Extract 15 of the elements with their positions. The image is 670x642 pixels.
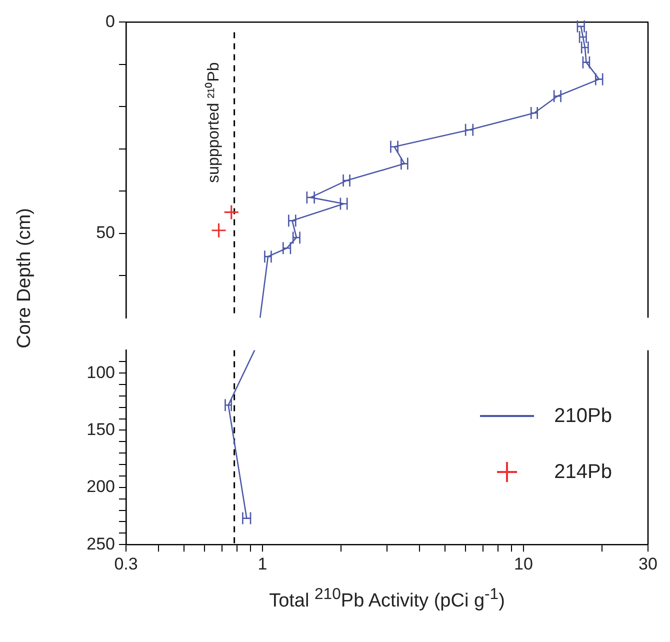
y-tick-label: 0	[106, 12, 115, 31]
legend-label: 214Pb	[554, 460, 612, 484]
x-tick-label: 0.3	[114, 554, 138, 574]
y-tick-label: 200	[86, 477, 115, 496]
x-tick-label: 30	[638, 554, 658, 574]
ref-line-label: suppported ²¹⁰Pb	[204, 62, 223, 183]
y-tick-label: 250	[86, 534, 115, 554]
x-axis-title: Total $^{210}$Pb Activity (pCi g$^{-1}$)	[268, 586, 506, 612]
x-tick-label: 1	[258, 554, 268, 574]
y-tick-label: 150	[86, 420, 115, 439]
y-tick-label: 100	[86, 362, 115, 382]
y-axis-title: Core Depth (cm)	[14, 208, 36, 348]
x-tick-label: 10	[514, 554, 533, 574]
y-tick-label: 50	[96, 223, 115, 242]
legend-label: 210Pb	[554, 404, 612, 428]
